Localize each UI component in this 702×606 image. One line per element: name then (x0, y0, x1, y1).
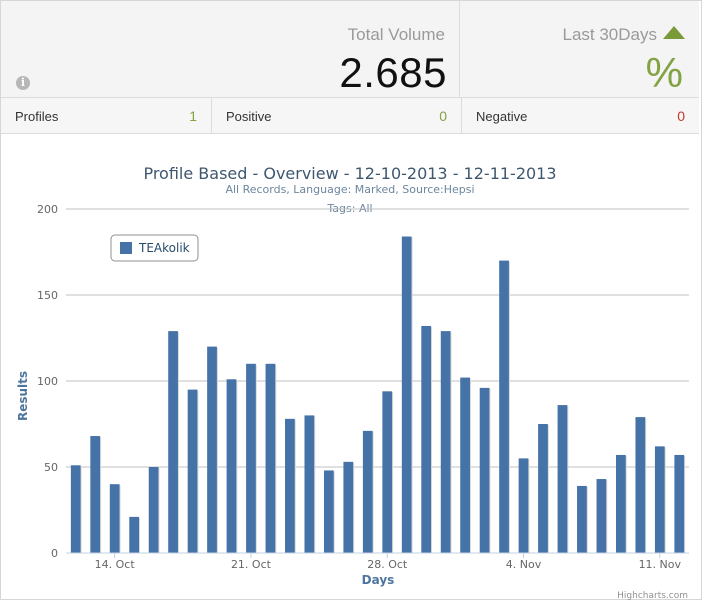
bar (362, 430, 373, 553)
chart-title: Profile Based - Overview - 12-10-2013 - … (143, 164, 556, 183)
bar (246, 363, 256, 553)
triangle-up-icon (663, 26, 685, 39)
summary-row: Total Volume 2.685 i Last 30Days % (1, 1, 699, 98)
bar (577, 485, 587, 553)
bar (479, 387, 490, 553)
bar (654, 446, 665, 553)
legend-swatch (120, 242, 132, 254)
bar (129, 516, 140, 553)
legend[interactable]: TEAkolik (110, 234, 199, 262)
info-icon[interactable]: i (16, 76, 30, 90)
total-volume-value: 2.685 (339, 49, 447, 96)
bar (538, 424, 548, 553)
y-tick-label: 0 (51, 547, 58, 560)
legend-box (110, 234, 199, 262)
bar (460, 377, 470, 553)
bar (70, 465, 81, 553)
bar (168, 331, 178, 553)
bar (343, 461, 354, 553)
positive-cell: Positive 0 (212, 98, 462, 133)
bar (401, 236, 412, 553)
bar (382, 391, 393, 553)
bar (207, 346, 217, 553)
bar (635, 417, 646, 553)
bar (109, 484, 120, 553)
bar (674, 454, 685, 553)
y-tick-label: 150 (37, 289, 58, 302)
profiles-label: Profiles (15, 109, 59, 124)
bar (596, 479, 607, 553)
x-axis-ticks: 14. Oct 21. Oct 28. Oct 4. Nov 11. Nov (66, 552, 689, 571)
x-tick-label: 14. Oct (95, 558, 136, 571)
bar (440, 331, 451, 553)
y-tick-label: 200 (37, 203, 58, 216)
positive-value: 0 (439, 108, 447, 124)
bar-chart: Profile Based - Overview - 12-10-2013 - … (16, 164, 689, 601)
bar (148, 467, 159, 553)
y-axis-ticks: 0 50 100 150 200 (37, 203, 58, 560)
y-axis-title: Results (16, 371, 30, 421)
bar (421, 325, 432, 553)
bars (70, 236, 686, 553)
y-tick-label: 100 (37, 375, 58, 388)
y-tick-label: 50 (44, 461, 58, 474)
negative-value: 0 (677, 108, 685, 124)
x-tick-label: 4. Nov (506, 558, 542, 571)
bar (518, 458, 529, 553)
positive-label: Positive (226, 109, 272, 124)
bar (285, 418, 295, 553)
bar (304, 415, 315, 553)
total-volume-box: Total Volume 2.685 i (1, 1, 460, 97)
x-axis-title: Days (362, 573, 395, 587)
bar (323, 470, 334, 553)
x-tick-label: 28. Oct (367, 558, 408, 571)
legend-label: TEAkolik (138, 241, 190, 255)
bar (90, 436, 101, 553)
bar (226, 379, 237, 553)
trend-box: Last 30Days % (460, 1, 699, 97)
chart-credits[interactable]: Highcharts.com (617, 591, 688, 601)
trend-label: Last 30Days (562, 25, 658, 44)
chart-subtitle: All Records, Language: Marked, Source:He… (225, 183, 474, 196)
negative-label: Negative (476, 109, 528, 124)
profiles-cell: Profiles 1 (1, 98, 212, 133)
bar (615, 454, 626, 553)
counts-row: Profiles 1 Positive 0 Negative 0 (1, 98, 699, 134)
negative-cell: Negative 0 (462, 98, 699, 133)
profiles-value: 1 (189, 108, 197, 124)
bar (557, 405, 568, 553)
bar (265, 363, 276, 553)
x-tick-label: 21. Oct (231, 558, 272, 571)
bar (187, 389, 198, 553)
total-volume-label: Total Volume (347, 25, 445, 44)
trend-value: % (645, 49, 683, 96)
x-tick-label: 11. Nov (639, 558, 682, 571)
bar (499, 260, 509, 553)
chart-container: Profile Based - Overview - 12-10-2013 - … (0, 134, 702, 601)
